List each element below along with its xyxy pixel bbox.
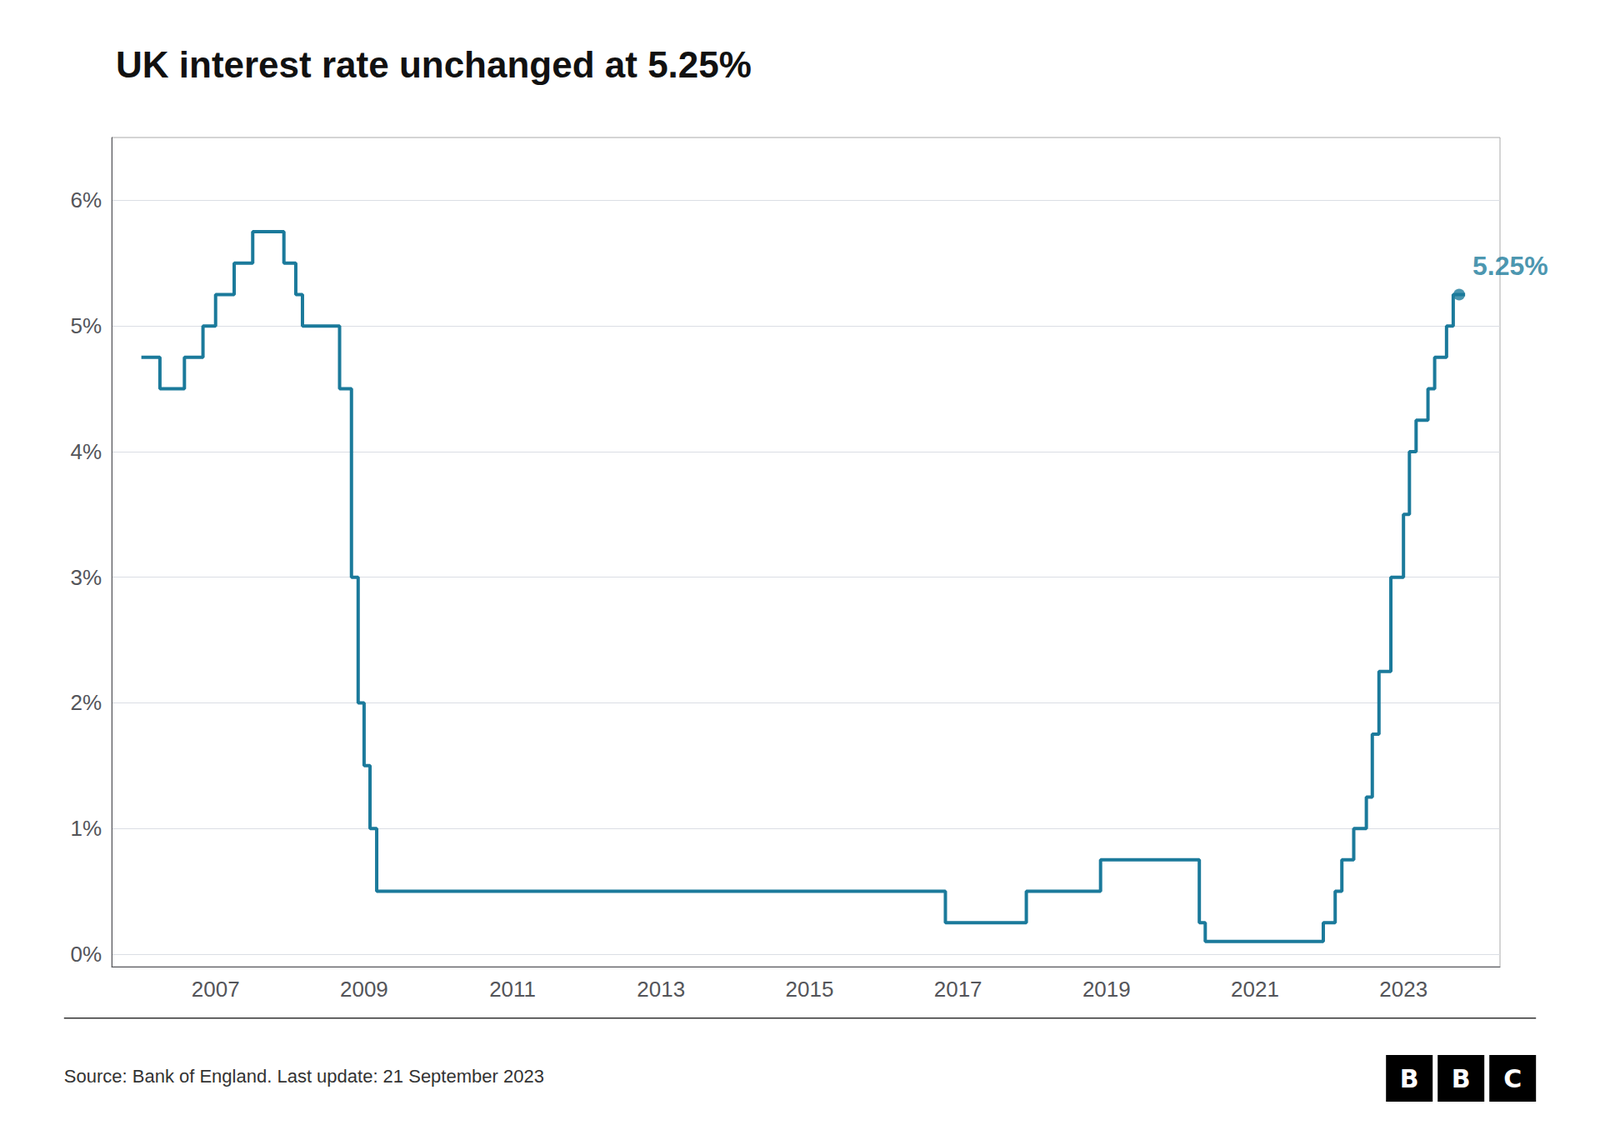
svg-text:2023: 2023 [1379, 976, 1428, 1002]
svg-text:5%: 5% [70, 313, 102, 339]
svg-text:6%: 6% [70, 187, 102, 213]
svg-text:0%: 0% [70, 941, 102, 967]
svg-text:2011: 2011 [489, 976, 536, 1002]
svg-text:5.25%: 5.25% [1472, 250, 1549, 281]
svg-text:2017: 2017 [934, 976, 983, 1002]
svg-text:4%: 4% [70, 439, 102, 465]
svg-text:2009: 2009 [340, 976, 389, 1002]
svg-text:2019: 2019 [1082, 976, 1131, 1002]
svg-text:1%: 1% [70, 815, 102, 841]
svg-text:2021: 2021 [1230, 976, 1280, 1002]
svg-text:2007: 2007 [191, 976, 240, 1002]
svg-text:B: B [1400, 1064, 1420, 1094]
svg-text:Source: Bank of England. Last: Source: Bank of England. Last update: 21… [64, 1065, 545, 1087]
svg-text:2%: 2% [70, 690, 102, 715]
svg-text:2015: 2015 [785, 976, 835, 1002]
svg-text:UK interest rate unchanged at: UK interest rate unchanged at 5.25% [115, 44, 752, 85]
svg-text:2013: 2013 [636, 976, 685, 1002]
svg-text:C: C [1503, 1064, 1522, 1094]
svg-text:3%: 3% [70, 565, 102, 590]
svg-text:B: B [1451, 1064, 1471, 1094]
